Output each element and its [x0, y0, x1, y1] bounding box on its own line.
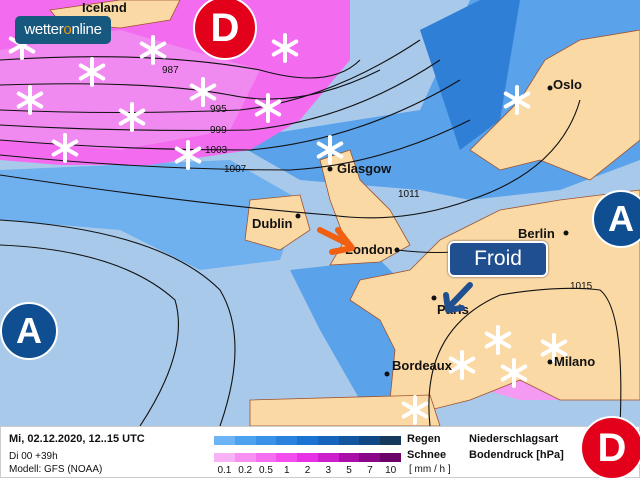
- scale-tick-label: 1: [283, 465, 290, 476]
- land-continent: [349, 189, 640, 411]
- color-swatch: [297, 453, 318, 462]
- color-swatch: [255, 436, 277, 445]
- color-swatch: [276, 436, 298, 445]
- snow-area: [0, 30, 260, 150]
- scale-tick-label: 5: [346, 465, 352, 476]
- rain-area: [420, 0, 520, 150]
- isobar: [0, 39, 421, 114]
- rain-area: [0, 160, 300, 270]
- scale-tick-label: 7: [367, 465, 373, 476]
- color-swatch: [276, 453, 298, 462]
- isobar: [0, 56, 361, 79]
- isobar-label: 1003: [205, 145, 228, 156]
- legend-model: Modell: GFS (NOAA): [9, 464, 103, 475]
- rain-scale-bar: [214, 436, 402, 445]
- label-bordeaux: Bordeaux: [392, 358, 452, 373]
- label-milano: Milano: [554, 354, 596, 369]
- isobar: [0, 79, 461, 151]
- snowflake-icon: [316, 135, 344, 165]
- snow-label: Schnee: [407, 449, 447, 461]
- snow-scale-bar: [214, 453, 402, 462]
- isobar: [0, 69, 381, 100]
- color-swatch: [359, 436, 381, 445]
- color-swatch: [317, 453, 339, 462]
- unit-label: [ mm / h ]: [409, 464, 451, 475]
- color-swatch: [380, 436, 402, 445]
- isobar-label: 995: [210, 104, 227, 115]
- scale-tick-label: 0.2: [238, 465, 253, 476]
- wetteronline-logo[interactable]: wetteronline: [15, 16, 111, 44]
- isobar: [0, 119, 471, 171]
- snowflake-icon: [189, 77, 217, 107]
- color-swatch: [214, 453, 235, 462]
- high-pressure-marker: A: [0, 302, 58, 360]
- label-glasgow: Glasgow: [337, 161, 392, 176]
- snowflake-icon: [448, 350, 476, 380]
- color-swatch: [234, 453, 256, 462]
- snowflake-icon: [401, 395, 429, 425]
- isobar-label: 1011: [398, 189, 420, 200]
- scale-tick-label: 10: [385, 465, 397, 476]
- froid-callout: Froid: [448, 241, 548, 277]
- isobar: [0, 59, 441, 131]
- snowflake-icon: [254, 93, 282, 123]
- isobar-label: 1015: [570, 281, 593, 292]
- isobar: [428, 287, 622, 426]
- color-swatch: [255, 453, 277, 462]
- land-britain: [319, 149, 411, 266]
- scale-tick-label: 2: [304, 465, 311, 476]
- legend-run: Di 00 +39h: [9, 451, 58, 462]
- pressure-label: Bodendruck [hPa]: [469, 449, 564, 461]
- snowflake-icon: [503, 85, 531, 115]
- weather-map: 987 995 999 1003 1007 1011 1015: [0, 0, 640, 426]
- precip-type-label: Niederschlagsart: [469, 433, 559, 445]
- label-oslo: Oslo: [553, 77, 582, 92]
- isobar-label: 987: [162, 65, 179, 76]
- legend: Mi, 02.12.2020, 12..15 UTC Di 00 +39h Mo…: [0, 426, 640, 478]
- color-swatch: [317, 436, 339, 445]
- isobar-label: 999: [210, 125, 227, 136]
- land-iberia: [249, 394, 441, 426]
- snowflake-icon: [500, 358, 528, 388]
- low-pressure-marker: D: [193, 0, 257, 60]
- snowflake-icon: [540, 333, 568, 363]
- rain-label: Regen: [407, 433, 441, 445]
- color-swatch: [380, 453, 402, 462]
- snowflake-icon: [78, 57, 106, 87]
- snowflake-icon: [118, 102, 146, 132]
- snowflake-icon: [271, 33, 299, 63]
- color-swatch: [359, 453, 381, 462]
- scale-tick-label: 3: [325, 465, 332, 476]
- scale-labels: 0.1 0.2 0.5 1 2 3 5 7 10: [214, 465, 401, 476]
- label-iceland: Iceland: [82, 0, 127, 15]
- label-berlin: Berlin: [518, 226, 555, 241]
- isobar: [0, 219, 236, 426]
- snowflake-icon: [484, 325, 512, 355]
- color-swatch: [338, 453, 360, 462]
- label-paris: Paris: [437, 302, 469, 317]
- label-dublin: Dublin: [252, 216, 293, 231]
- high-pressure-marker: A: [592, 190, 640, 248]
- land-scandinavia: [469, 29, 640, 181]
- label-london: London: [345, 242, 393, 257]
- color-swatch: [338, 436, 360, 445]
- snowflake-icon: [51, 133, 79, 163]
- scale-tick-label: 0.1: [217, 465, 232, 476]
- color-swatch: [214, 436, 235, 445]
- isobar: [0, 244, 179, 426]
- color-swatch: [297, 436, 318, 445]
- snowflake-icon: [139, 35, 167, 65]
- low-pressure-marker: D: [580, 416, 640, 480]
- snowflake-icon: [174, 140, 202, 170]
- isobar: [0, 99, 581, 219]
- isobar-label: 1007: [224, 164, 247, 175]
- legend-date: Mi, 02.12.2020, 12..15 UTC: [9, 433, 145, 445]
- scale-tick-label: 0.5: [259, 465, 273, 476]
- color-swatch: [234, 436, 256, 445]
- snowflake-icon: [16, 85, 44, 115]
